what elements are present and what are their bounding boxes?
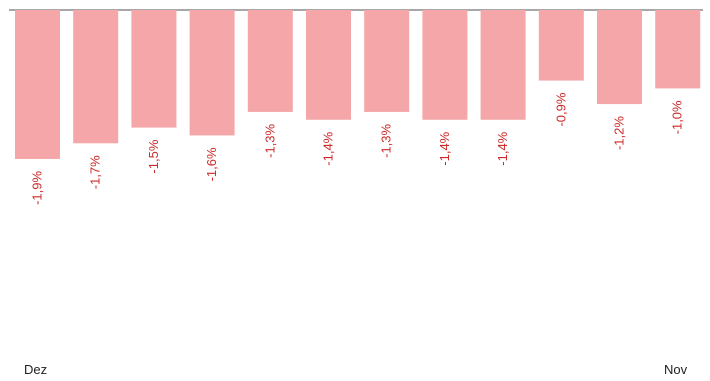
bar-6 — [306, 10, 351, 120]
bar-11 — [597, 10, 642, 105]
bar-8 — [422, 10, 468, 120]
data-label-11: -1,2% — [612, 116, 627, 150]
bar-9 — [480, 10, 526, 120]
data-label-7: -1,3% — [379, 123, 394, 157]
data-label-4: -1,6% — [204, 147, 219, 181]
x-tick-label-end: Nov — [664, 362, 688, 377]
bar-2 — [73, 10, 119, 144]
data-label-3: -1,5% — [146, 139, 161, 173]
data-label-1: -1,9% — [30, 171, 45, 205]
data-label-6: -1,4% — [321, 131, 336, 165]
bar-7 — [364, 10, 410, 112]
bars-group — [15, 10, 701, 159]
bar-5 — [247, 10, 293, 112]
data-label-10: -0,9% — [553, 92, 568, 126]
data-label-9: -1,4% — [495, 131, 510, 165]
bar-12 — [655, 10, 701, 89]
data-label-2: -1,7% — [88, 155, 103, 189]
data-label-8: -1,4% — [437, 131, 452, 165]
bar-3 — [131, 10, 177, 128]
data-label-12: -1,0% — [670, 100, 685, 134]
bar-4 — [189, 10, 235, 136]
bar-1 — [15, 10, 60, 159]
x-tick-label-start: Dez — [24, 362, 48, 377]
data-label-5: -1,3% — [262, 123, 277, 157]
data-labels-group: -1,9% -1,7% -1,5% -1,6% -1,3% -1,4% -1,3% -1,4%… — [30, 92, 685, 205]
bar-10 — [538, 10, 584, 81]
